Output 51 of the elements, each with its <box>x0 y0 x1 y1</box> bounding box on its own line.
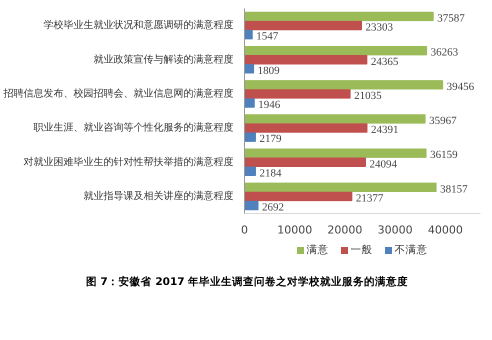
y-tick-label: 学校毕业生就业状况和意愿调研的满意程度 <box>44 19 234 32</box>
x-tick-label: 0 <box>241 224 248 236</box>
data-label: 2179 <box>259 133 282 146</box>
data-label: 2184 <box>259 167 282 180</box>
y-tick-label: 就业指导课及相关讲座的满意程度 <box>84 190 234 202</box>
data-label: 38157 <box>440 183 468 196</box>
x-tick-label: 10000 <box>277 224 312 236</box>
bar <box>244 30 253 40</box>
bar <box>244 12 434 22</box>
bar <box>244 166 256 176</box>
bar <box>244 123 368 133</box>
bar <box>244 148 427 158</box>
data-label: 24391 <box>370 124 398 136</box>
data-label: 24094 <box>369 158 398 170</box>
bar <box>244 114 426 124</box>
y-tick-label: 对就业困难毕业生的针对性帮扶举措的满意程度 <box>24 156 234 168</box>
legend-label: 满意 <box>306 243 328 258</box>
bar <box>244 98 255 108</box>
data-label: 39456 <box>446 80 475 93</box>
data-label: 2692 <box>262 202 284 214</box>
bar <box>244 55 368 64</box>
x-tick-label: 20000 <box>327 224 362 236</box>
x-tick-label: 40000 <box>428 224 463 236</box>
bar <box>244 80 444 90</box>
caption: 图 7：安徽省 2017 年毕业生调查问卷之对学校就业服务的满意度 <box>86 275 408 290</box>
bar <box>244 64 254 74</box>
bar <box>244 132 256 142</box>
bar <box>244 200 259 210</box>
bar <box>244 89 351 99</box>
y-tick-label: 招聘信息发布、校园招聘会、就业信息网的满意程度 <box>2 87 234 100</box>
y-tick-label: 职业生涯、就业咨询等个性化服务的满意程度 <box>34 122 234 134</box>
data-label: 36263 <box>430 46 459 59</box>
y-tick-label: 就业政策宣传与解读的满意程度 <box>94 53 234 66</box>
bar <box>244 158 366 167</box>
bar <box>244 20 362 30</box>
data-label: 37587 <box>437 12 466 24</box>
data-label: 1547 <box>256 30 279 43</box>
data-label: 21035 <box>354 90 382 102</box>
bar <box>244 46 428 56</box>
data-label: 1809 <box>258 64 280 77</box>
data-label: 24365 <box>370 56 399 68</box>
data-label: 1946 <box>258 99 281 112</box>
data-label: 35967 <box>429 114 458 127</box>
data-label: 23303 <box>366 22 394 34</box>
legend-label: 不满意 <box>394 243 428 258</box>
data-label: 21377 <box>356 192 384 204</box>
bar <box>244 182 437 192</box>
x-tick-label: 30000 <box>378 224 413 236</box>
legend-label: 一般 <box>350 243 372 258</box>
data-label: 36159 <box>430 149 458 162</box>
bar <box>244 192 352 202</box>
